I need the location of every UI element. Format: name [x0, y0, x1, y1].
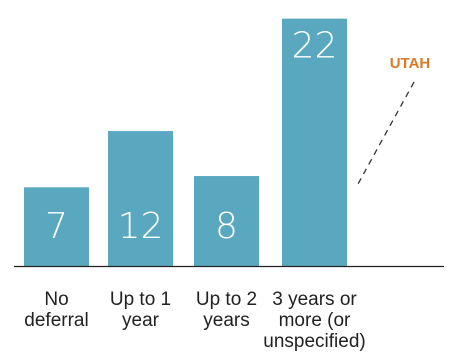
bar-value-label-1: 7	[45, 206, 68, 247]
bar-4	[282, 18, 347, 266]
annotation-label-utah: UTAH	[390, 55, 431, 72]
bar-value-label-3: 8	[215, 206, 238, 247]
category-label-4: 3 years or more (or unspecified)	[263, 289, 365, 352]
category-label-3: Up to 2 years	[196, 289, 257, 331]
category-label-1: No deferral	[24, 289, 88, 331]
bar-1	[24, 187, 89, 266]
bar-3	[194, 176, 259, 266]
bar-value-label-2: 12	[118, 206, 164, 247]
annotation-leader-line	[357, 81, 415, 185]
bar-2	[108, 131, 173, 266]
category-label-2: Up to 1 year	[110, 289, 171, 331]
bar-value-label-4: 22	[292, 26, 338, 67]
